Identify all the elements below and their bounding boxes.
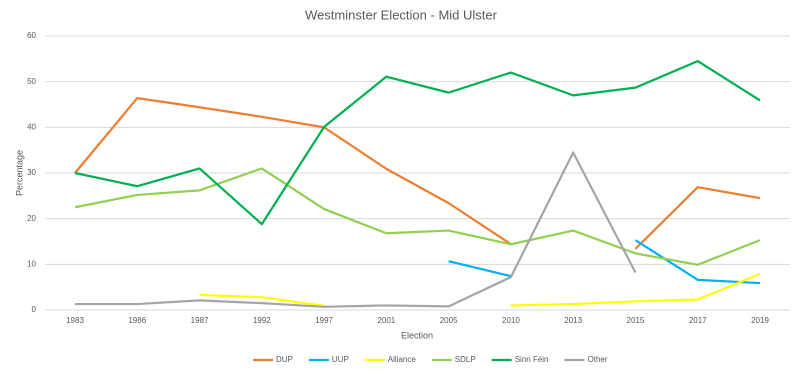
x-tick-label: 1986 bbox=[128, 316, 146, 325]
legend-label: Other bbox=[588, 355, 608, 364]
y-tick-label: 40 bbox=[27, 122, 36, 131]
y-tick-label: 20 bbox=[27, 214, 36, 223]
x-tick-label: 1987 bbox=[191, 316, 209, 325]
x-axis-title: Election bbox=[401, 330, 433, 340]
series-line bbox=[448, 239, 761, 285]
series-line bbox=[74, 60, 761, 226]
legend-label: UUP bbox=[332, 355, 349, 364]
legend-label: Alliance bbox=[388, 355, 417, 364]
chart-title: Westminster Election - Mid Ulster bbox=[305, 7, 498, 22]
legend-label: DUP bbox=[276, 355, 293, 364]
x-tick-label: 2001 bbox=[377, 316, 395, 325]
series-line bbox=[75, 151, 637, 308]
x-tick-label: 2010 bbox=[502, 316, 520, 325]
x-tick-label: 1992 bbox=[253, 316, 271, 325]
y-tick-label: 10 bbox=[27, 259, 36, 268]
x-tick-label: 2015 bbox=[627, 316, 645, 325]
legend-label: SDLP bbox=[455, 355, 476, 364]
x-tick-label: 2005 bbox=[440, 316, 458, 325]
series-line bbox=[199, 272, 761, 307]
x-tick-label: 2013 bbox=[564, 316, 582, 325]
series-line bbox=[74, 167, 761, 266]
y-tick-label: 60 bbox=[27, 31, 36, 40]
y-tick-label: 50 bbox=[27, 77, 36, 86]
y-axis-title: Percentage bbox=[14, 150, 24, 196]
x-tick-label: 1983 bbox=[66, 316, 84, 325]
legend-label: Sinn Féin bbox=[515, 355, 549, 364]
series-line bbox=[74, 97, 761, 250]
y-tick-label: 30 bbox=[27, 168, 36, 177]
x-tick-label: 2019 bbox=[751, 316, 769, 325]
y-tick-label: 0 bbox=[32, 305, 37, 314]
x-tick-label: 2017 bbox=[689, 316, 707, 325]
x-tick-label: 1997 bbox=[315, 316, 333, 325]
